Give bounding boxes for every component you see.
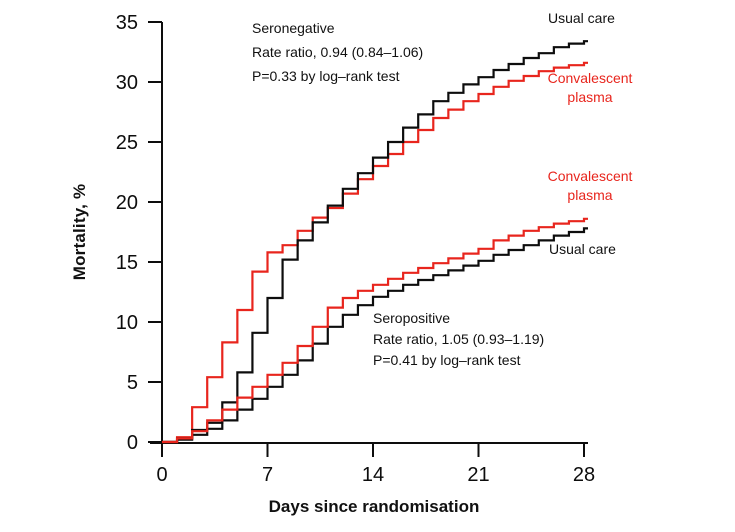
seronegative-p-value: P=0.33 by log–rank test — [252, 68, 400, 84]
y-tick-label-35: 35 — [116, 12, 138, 34]
x-axis-title: Days since randomisation — [268, 497, 480, 516]
x-tick-label-14: 14 — [362, 464, 384, 486]
curve-seronegative-usual-care — [162, 40, 588, 444]
seronegative-annotation-block: Seronegative Rate ratio, 0.94 (0.84–1.06… — [252, 16, 423, 88]
y-tick-label-0: 0 — [127, 432, 138, 454]
curve-seropositive-usual-care — [162, 227, 588, 444]
seropositive-group-title: Seropositive — [373, 310, 451, 326]
curve-label-seronegative-convalescent-plasma: Convalescent plasma — [547, 70, 633, 105]
seropositive-rate-ratio: Rate ratio, 1.05 (0.93–1.19) — [373, 331, 545, 347]
x-tick-label-0: 0 — [156, 464, 167, 486]
y-tick-label-20: 20 — [116, 192, 138, 214]
curve-label-seronegative-usual-care: Usual care — [548, 10, 615, 26]
y-tick-label-30: 30 — [116, 72, 138, 94]
y-tick-label-5: 5 — [127, 372, 138, 394]
seropositive-annotation-block: Seropositive Rate ratio, 1.05 (0.93–1.19… — [373, 308, 544, 371]
curve-label-seropositive-convalescent-plasma: Convalescent plasma — [547, 168, 633, 203]
seropositive-p-value: P=0.41 by log–rank test — [373, 352, 521, 368]
y-tick-label-25: 25 — [116, 132, 138, 154]
y-tick-label-10: 10 — [116, 312, 138, 334]
seronegative-group-title: Seronegative — [252, 20, 335, 36]
x-tick-label-7: 7 — [262, 464, 273, 486]
y-axis-title: Mortality, % — [70, 183, 89, 281]
x-tick-label-28: 28 — [573, 464, 595, 486]
x-tick-label-21: 21 — [467, 464, 489, 486]
curve-label-seropositive-usual-care: Usual care — [549, 241, 616, 257]
seronegative-rate-ratio: Rate ratio, 0.94 (0.84–1.06) — [252, 44, 424, 60]
y-tick-label-15: 15 — [116, 252, 138, 274]
curve-seronegative-convalescent-plasma — [162, 61, 588, 444]
curve-seropositive-convalescent-plasma — [162, 217, 588, 444]
